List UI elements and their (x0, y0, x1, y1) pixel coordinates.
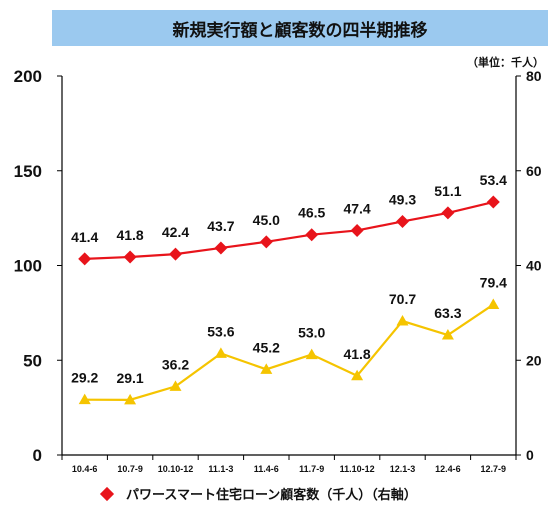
chart-title: 新規実行額と顧客数の四半期推移 (172, 20, 428, 41)
right-tick-label: 20 (526, 352, 542, 368)
execution-amount-data-label: 53.6 (207, 323, 234, 339)
right-tick-label: 40 (526, 258, 542, 274)
left-tick-label: 0 (33, 446, 42, 465)
right-tick-label: 0 (526, 447, 534, 463)
customer-count-data-label: 41.4 (71, 229, 98, 245)
customer-count-data-label: 41.8 (116, 227, 143, 243)
x-tick-label: 10.7-9 (117, 464, 143, 474)
left-tick-label: 150 (14, 162, 42, 181)
execution-amount-point (305, 348, 318, 360)
customer-count-data-label: 46.5 (298, 205, 325, 221)
customer-count-point (259, 235, 273, 249)
customer-count-point (78, 252, 92, 266)
execution-amount-data-label: 70.7 (389, 291, 416, 307)
x-tick-label: 10.10-12 (158, 464, 194, 474)
x-tick-label: 11.10-12 (340, 464, 375, 474)
legend-diamond-marker (99, 486, 115, 501)
customer-count-point (396, 214, 409, 228)
customer-count-point (350, 223, 364, 237)
execution-amount-data-label: 29.2 (71, 370, 98, 386)
customer-count-data-label: 43.7 (207, 218, 234, 234)
unit-label: （単位：千人） (467, 56, 544, 69)
left-tick-label: 100 (14, 257, 42, 276)
customer-count-data-label: 53.4 (480, 172, 507, 188)
execution-amount-point (124, 393, 137, 405)
customer-count-data-label: 45.0 (253, 212, 280, 228)
line-chart: 0 50 100 150 200 0 20 40 60 80 10.4-6 10.7-9 10.10-1… (14, 67, 542, 474)
customer-count-point (214, 241, 228, 255)
customer-count-data-label: 42.4 (162, 224, 189, 240)
chart-title-bar: 新規実行額と顧客数の四半期推移 (52, 10, 548, 46)
x-tick-label: 11.4-6 (254, 464, 279, 474)
customer-count-point (486, 195, 500, 209)
execution-amount-data-label: 29.1 (116, 370, 143, 386)
execution-amount-point (78, 393, 91, 405)
x-tick-label: 11.7-9 (299, 464, 324, 474)
customer-count-data-label: 47.4 (343, 200, 370, 216)
execution-amount-data-label: 36.2 (162, 356, 189, 372)
execution-amount-data-label: 79.4 (480, 275, 507, 291)
x-tick-label: 12.7-9 (481, 464, 507, 474)
customer-count-data-label: 51.1 (434, 183, 461, 199)
legend: パワースマート住宅ローン顧客数（千人）（右軸） (99, 484, 417, 503)
legend-label: パワースマート住宅ローン顧客数（千人）（右軸） (126, 488, 417, 503)
execution-amount-point (169, 380, 182, 391)
execution-amount-line (84, 303, 494, 401)
x-tick-label: 11.1-3 (208, 464, 233, 474)
customer-count-point (305, 228, 319, 242)
customer-count-point (123, 250, 137, 264)
x-tick-label: 12.4-6 (435, 464, 461, 474)
execution-amount-data-label: 53.0 (298, 325, 325, 341)
customer-count-point (441, 206, 455, 220)
execution-amount-data-label: 45.2 (253, 339, 280, 355)
customer-count-line (84, 200, 494, 260)
execution-amount-point (260, 363, 273, 374)
left-tick-label: 200 (14, 67, 42, 86)
right-tick-label: 80 (526, 68, 542, 84)
execution-amount-data-label: 63.3 (434, 305, 461, 321)
execution-amount-point (487, 298, 500, 310)
customer-count-data-label: 49.3 (389, 191, 416, 207)
execution-amount-point (214, 347, 227, 358)
customer-count-point (169, 247, 182, 261)
left-tick-label: 50 (23, 351, 42, 370)
execution-amount-point (441, 329, 454, 340)
execution-amount-point (351, 369, 364, 381)
execution-amount-data-label: 41.8 (343, 346, 370, 362)
x-tick-label: 10.4-6 (72, 464, 98, 474)
execution-amount-point (396, 315, 409, 326)
right-tick-label: 60 (526, 163, 542, 179)
x-tick-label: 12.1-3 (390, 464, 416, 474)
